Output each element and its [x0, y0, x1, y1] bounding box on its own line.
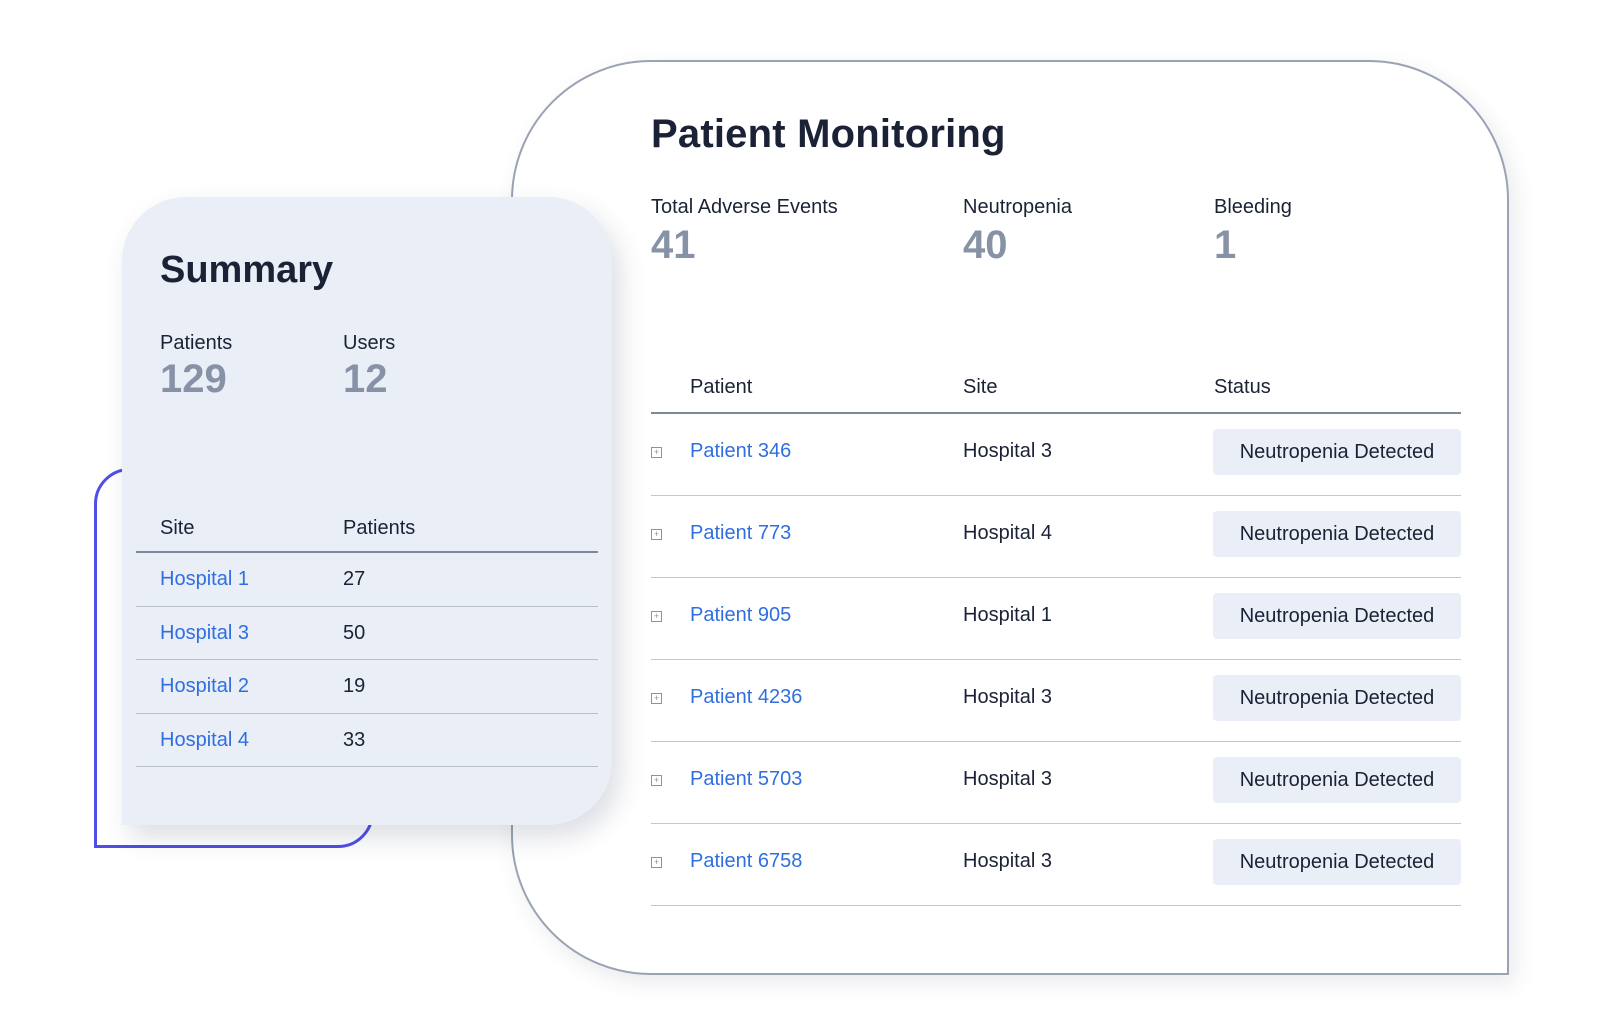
site-summary-table: Site Patients Hospital 1 27 Hospital 3 5… [136, 513, 598, 767]
expand-icon[interactable]: + [651, 611, 662, 622]
metric-neutropenia: Neutropenia 40 [963, 196, 1072, 268]
expand-icon[interactable]: + [651, 447, 662, 458]
metric-label: Neutropenia [963, 196, 1072, 218]
patient-link[interactable]: Patient 773 [690, 522, 792, 544]
metric-label: Patients [160, 332, 233, 354]
expand-icon[interactable]: + [651, 693, 662, 704]
status-badge: Neutropenia Detected [1213, 675, 1461, 721]
patient-count: 33 [343, 728, 366, 751]
metric-value: 41 [651, 223, 696, 267]
patient-count: 27 [343, 568, 366, 590]
metric-label: Total Adverse Events [651, 196, 838, 218]
table-row: Hospital 2 19 [136, 660, 598, 714]
patient-monitoring-panel: Patient Monitoring Total Adverse Events … [511, 60, 1509, 975]
metric-value: 129 [160, 357, 227, 401]
table-row: Hospital 3 50 [136, 607, 598, 660]
status-badge: Neutropenia Detected [1213, 511, 1461, 557]
patient-count: 19 [343, 675, 366, 697]
site-cell: Hospital 1 [963, 604, 1052, 626]
expand-icon[interactable]: + [651, 529, 662, 540]
metric-bleeding: Bleeding 1 [1214, 196, 1292, 268]
site-cell: Hospital 4 [963, 522, 1052, 544]
site-table-header: Site Patients [136, 513, 598, 553]
column-header-site: Site [963, 376, 998, 398]
column-header-patients: Patients [343, 517, 416, 539]
metric-users: Users 12 [343, 332, 395, 402]
column-header-site: Site [160, 517, 195, 539]
site-cell: Hospital 3 [963, 768, 1052, 790]
column-header-patient: Patient [690, 376, 753, 398]
metric-value: 12 [343, 357, 388, 401]
metric-label: Users [343, 332, 396, 354]
table-row: + Patient 5703 Hospital 3 Neutropenia De… [651, 742, 1461, 824]
patient-count: 50 [343, 621, 366, 644]
patient-monitoring-title: Patient Monitoring [651, 112, 1006, 156]
patient-link[interactable]: Patient 4236 [690, 686, 803, 708]
summary-title: Summary [160, 249, 334, 291]
site-link[interactable]: Hospital 4 [160, 728, 249, 751]
metric-value: 1 [1214, 223, 1237, 267]
site-cell: Hospital 3 [963, 440, 1052, 462]
patient-link[interactable]: Patient 905 [690, 604, 792, 626]
metric-patients: Patients 129 [160, 332, 232, 402]
metric-value: 40 [963, 223, 1008, 267]
patient-link[interactable]: Patient 6758 [690, 850, 803, 872]
table-row: + Patient 6758 Hospital 3 Neutropenia De… [651, 824, 1461, 906]
column-header-status: Status [1214, 376, 1271, 398]
table-row: Hospital 1 27 [136, 553, 598, 607]
expand-icon[interactable]: + [651, 857, 662, 868]
status-badge: Neutropenia Detected [1213, 593, 1461, 639]
site-link[interactable]: Hospital 2 [160, 675, 249, 697]
site-link[interactable]: Hospital 1 [160, 568, 249, 590]
site-cell: Hospital 3 [963, 850, 1052, 872]
table-row: + Patient 905 Hospital 1 Neutropenia Det… [651, 578, 1461, 660]
status-badge: Neutropenia Detected [1213, 429, 1461, 475]
patient-table: Patient Site Status + Patient 346 Hospit… [651, 372, 1461, 906]
table-row: + Patient 773 Hospital 4 Neutropenia Det… [651, 496, 1461, 578]
table-row: + Patient 346 Hospital 3 Neutropenia Det… [651, 414, 1461, 496]
patient-link[interactable]: Patient 346 [690, 440, 792, 462]
patient-link[interactable]: Patient 5703 [690, 768, 803, 790]
site-link[interactable]: Hospital 3 [160, 621, 249, 644]
status-badge: Neutropenia Detected [1213, 839, 1461, 885]
site-cell: Hospital 3 [963, 686, 1052, 708]
table-row: Hospital 4 33 [136, 714, 598, 767]
status-badge: Neutropenia Detected [1213, 757, 1461, 803]
metric-label: Bleeding [1214, 196, 1292, 218]
table-row: + Patient 4236 Hospital 3 Neutropenia De… [651, 660, 1461, 742]
patient-table-header: Patient Site Status [651, 372, 1461, 414]
metric-total-adverse-events: Total Adverse Events 41 [651, 196, 838, 268]
summary-card: Summary Patients 129 Users 12 Site Patie… [122, 197, 612, 825]
expand-icon[interactable]: + [651, 775, 662, 786]
